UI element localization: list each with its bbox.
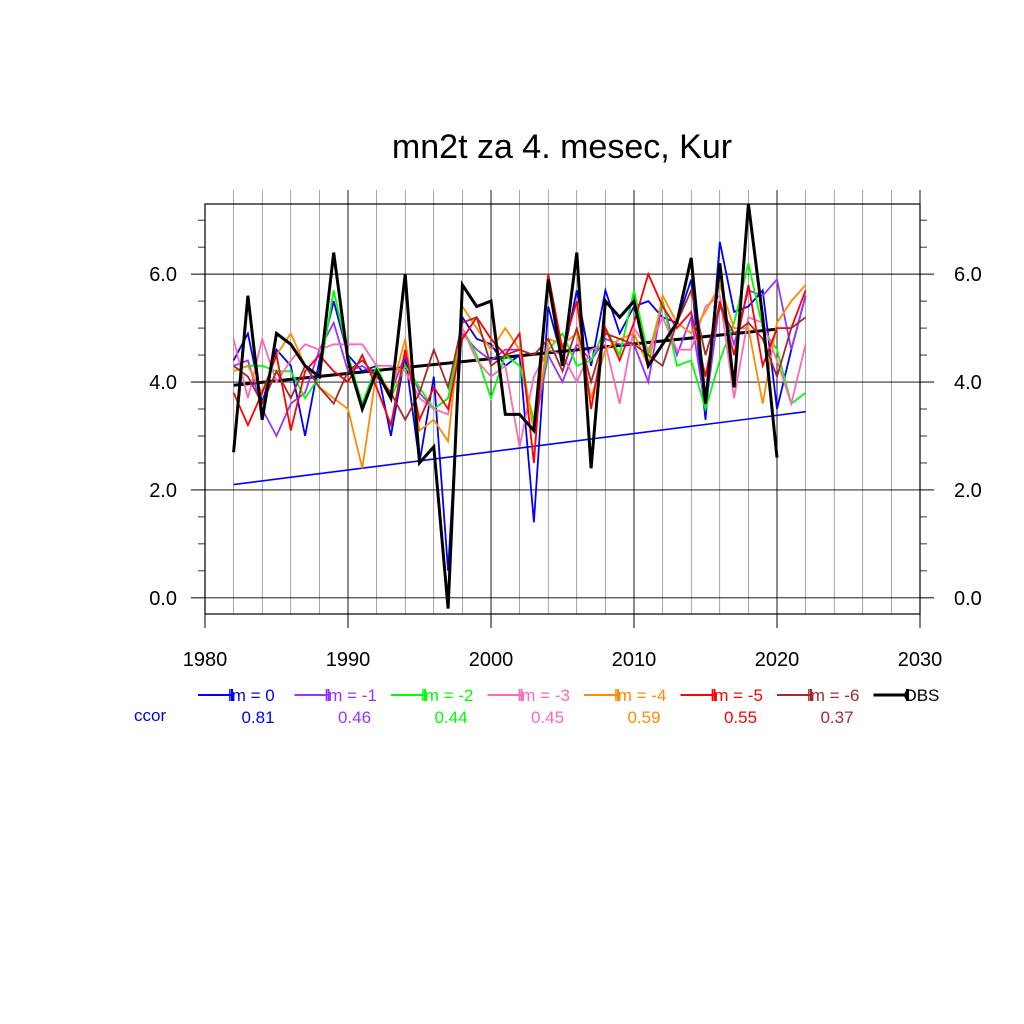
x-tick-label: 1980 <box>183 649 228 671</box>
legend-label: lm = -6 <box>807 686 859 705</box>
ccor-value: 0.81 <box>241 708 274 727</box>
series-lines <box>232 203 807 609</box>
y-tick-label: 0.0 <box>149 588 177 610</box>
y-tick-label: 2.0 <box>149 480 177 502</box>
legend-label: lm = -3 <box>518 686 570 705</box>
ccor-value: 0.46 <box>338 708 371 727</box>
legend-label: lm = -4 <box>614 686 666 705</box>
trend-line-lm0 <box>233 410 806 486</box>
ccor-label: ccor <box>134 706 166 725</box>
y-tick-label: 6.0 <box>149 264 177 286</box>
ccor-value: 0.45 <box>531 708 564 727</box>
series-line-6 <box>233 287 807 422</box>
y-tick-label-right: 6.0 <box>954 264 982 286</box>
ccor-value: 0.55 <box>724 708 757 727</box>
x-tick-label: 2000 <box>469 649 514 671</box>
x-tick-label: 2010 <box>612 649 657 671</box>
axes: 1980 1990 2000 2010 2020 2030 0.0 0.0 2.0 2.0 4.0 4… <box>149 219 982 671</box>
series-line-7 <box>232 203 779 609</box>
x-tick-label: 2020 <box>755 649 800 671</box>
legend-label: lm = -1 <box>325 686 377 705</box>
plot-frame <box>204 203 921 615</box>
ccor-value: 0.44 <box>434 708 467 727</box>
x-tick-label: 1990 <box>326 649 371 671</box>
legend-label: lm = 0 <box>228 686 275 705</box>
y-tick-label: 4.0 <box>149 372 177 394</box>
y-tick-label-right: 4.0 <box>954 372 982 394</box>
legend-label: lm = -5 <box>711 686 763 705</box>
legend-label: lm = -2 <box>421 686 473 705</box>
ccor-value: 0.37 <box>820 708 853 727</box>
y-tick-label-right: 2.0 <box>954 480 982 502</box>
series-line-2 <box>233 263 807 421</box>
ccor-value: 0.59 <box>627 708 660 727</box>
legend: ccor lm = 0 0.81 lm = -1 0.46 lm = -2 0.44 lm =… <box>134 686 939 727</box>
chart-title: mn2t za 4. mesec, Kur <box>392 128 732 166</box>
legend-label: OBS <box>904 686 940 705</box>
x-tick-label: 2030 <box>898 649 943 671</box>
y-tick-label-right: 0.0 <box>954 588 982 610</box>
